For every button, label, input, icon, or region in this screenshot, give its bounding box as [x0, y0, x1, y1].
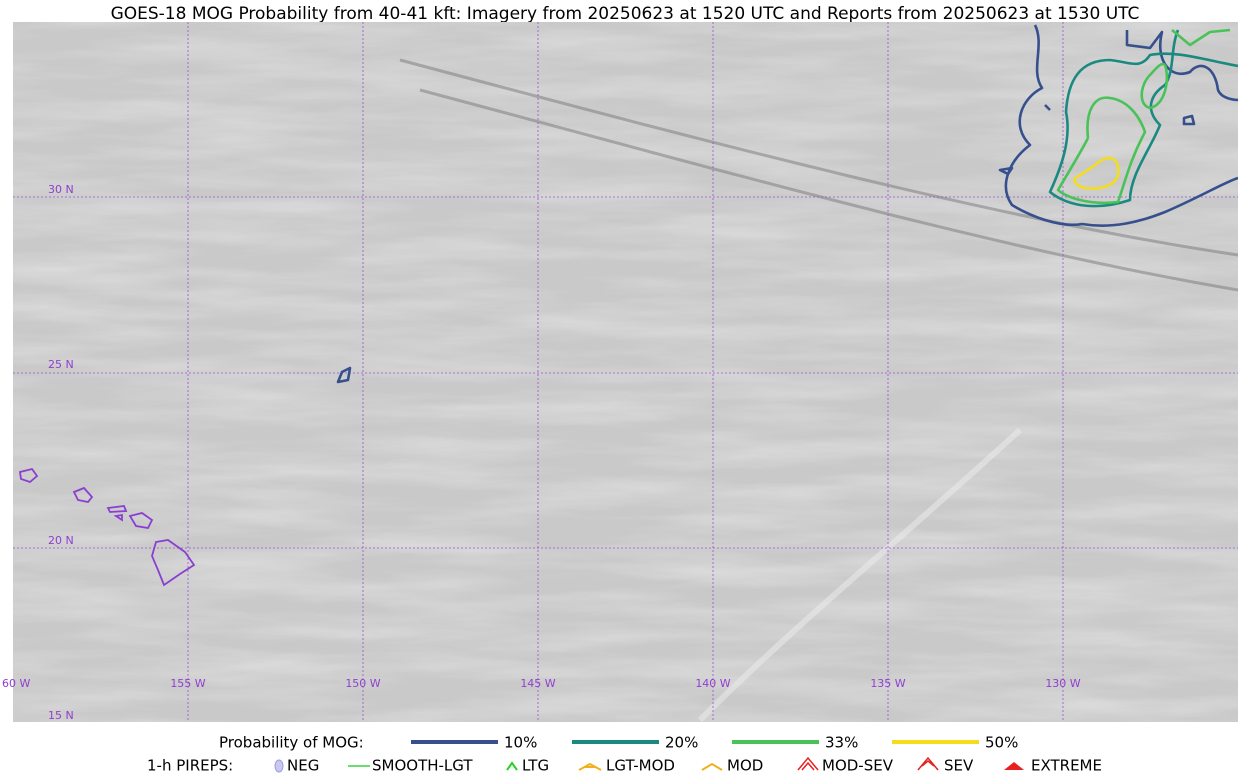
- cloud-streak: [697, 427, 1023, 722]
- lon-label: 140 W: [695, 677, 730, 690]
- legend-label: 33%: [825, 734, 858, 752]
- lon-label: 155 W: [170, 677, 205, 690]
- legend-symbol: [797, 756, 819, 771]
- legend-title: Probability of MOG:: [219, 734, 364, 752]
- map: [13, 22, 1238, 722]
- lat-label: 30 N: [48, 183, 74, 196]
- lon-label: 145 W: [520, 677, 555, 690]
- legend-label: NEG: [287, 757, 319, 775]
- legend-label: MOD: [727, 757, 763, 775]
- lon-label: 60 W: [2, 677, 30, 690]
- lon-labels: 60 W 155 W 150 W 145 W 140 W 135 W 130 W: [2, 677, 1081, 690]
- legend-label: 20%: [665, 734, 698, 752]
- lat-label: 20 N: [48, 534, 74, 547]
- hawaii-coast: [18, 467, 196, 587]
- legend-symbol: [578, 762, 602, 771]
- legend-label: EXTREME: [1031, 757, 1102, 775]
- lon-label: 150 W: [345, 677, 380, 690]
- graticule: [13, 22, 1238, 722]
- legend-symbol: [274, 759, 284, 773]
- title: GOES-18 MOG Probability from 40-41 kft: …: [111, 4, 1140, 24]
- lat-label: 15 N: [48, 709, 74, 722]
- legend-label: 50%: [985, 734, 1018, 752]
- legend-label: LGT-MOD: [606, 757, 675, 775]
- legend-symbol: [1004, 762, 1024, 770]
- mog-contours: [336, 24, 1238, 384]
- lon-label: 135 W: [870, 677, 905, 690]
- pirep-legend: 1-h PIREPS: NEG SMOOTH-LGT LTG LGT-MOD M…: [147, 757, 1102, 775]
- legend-symbol: [917, 756, 939, 771]
- legend-title: 1-h PIREPS:: [147, 757, 233, 775]
- lat-labels: 30 N 25 N 20 N 15 N: [48, 183, 74, 722]
- lat-label: 25 N: [48, 358, 74, 371]
- legend-symbol: [506, 761, 518, 771]
- legend-label: SMOOTH-LGT: [372, 757, 473, 775]
- jet-streak: [399, 58, 1238, 292]
- legend-label: SEV: [944, 757, 974, 775]
- legend-label: 10%: [504, 734, 537, 752]
- legend-label: LTG: [522, 757, 549, 775]
- legend-label: MOD-SEV: [822, 757, 894, 775]
- lon-label: 130 W: [1045, 677, 1080, 690]
- image-texture: [13, 22, 1238, 722]
- legend-symbol: [701, 762, 723, 771]
- probability-legend: Probability of MOG: 10% 20% 33% 50%: [219, 734, 1018, 752]
